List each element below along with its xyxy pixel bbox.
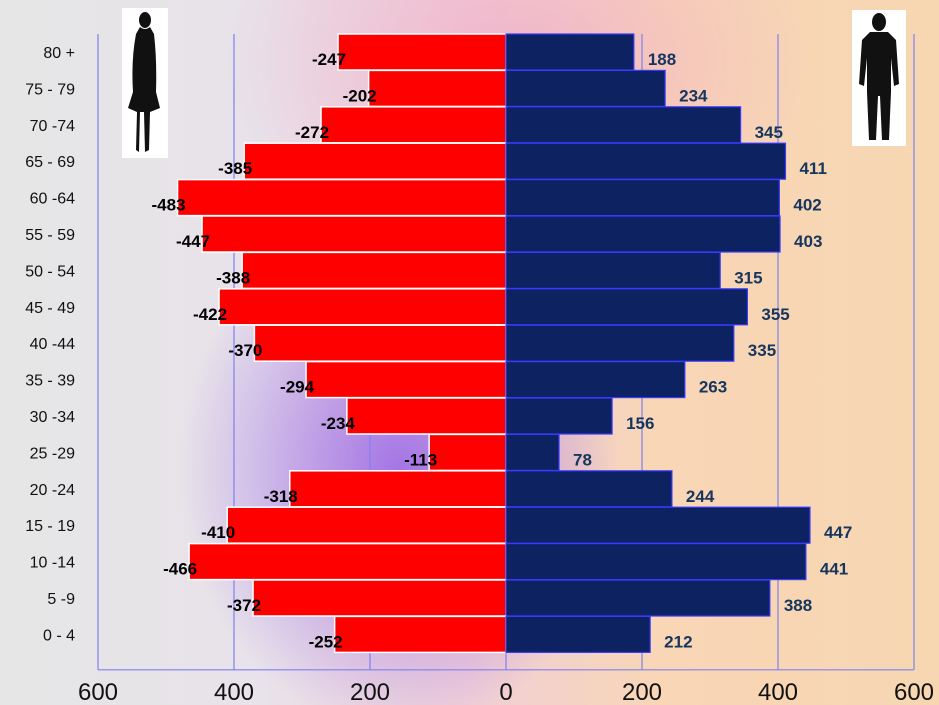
category-label: 65 - 69 [25, 154, 75, 171]
category-label: 35 - 39 [25, 373, 75, 390]
bar-left [201, 215, 507, 253]
value-label-left: -410 [201, 523, 235, 542]
bar-right [505, 470, 673, 508]
x-tick-label: 200 [350, 679, 390, 705]
bar-right [505, 142, 787, 180]
bar-left [289, 470, 507, 508]
value-labels: -247 188 -202 234 -272 345 -385 411 -483 402 -447 4… [152, 50, 853, 651]
value-label-right: 78 [573, 450, 592, 469]
category-label: 60 -64 [30, 191, 75, 208]
value-label-left: -370 [228, 341, 262, 360]
bar-left [226, 506, 507, 544]
value-label-left: -252 [309, 632, 343, 651]
value-label-left: -483 [152, 196, 186, 215]
value-label-left: -202 [343, 86, 377, 105]
bar-right [505, 397, 613, 435]
woman-silhouette-icon [122, 8, 168, 158]
value-label-left: -422 [193, 305, 227, 324]
x-tick-labels: 600 400 200 0 200 400 600 [78, 679, 934, 705]
bar-left [346, 397, 507, 435]
bar-left [252, 579, 507, 617]
value-label-right: 345 [755, 123, 783, 142]
bar-right [505, 69, 666, 108]
category-label: 70 -74 [30, 118, 75, 135]
value-label-right: 441 [820, 560, 848, 579]
value-label-left: -113 [404, 450, 437, 469]
x-tick-label: 400 [758, 679, 798, 705]
bar-right [505, 615, 651, 654]
value-label-right: 263 [699, 378, 727, 397]
bar-left [243, 142, 507, 180]
value-label-right: 388 [784, 596, 812, 615]
value-label-right: 402 [793, 196, 821, 215]
x-tick-label: 600 [894, 679, 934, 705]
x-tick-label: 200 [622, 679, 662, 705]
bar-left [333, 615, 507, 654]
bar-right [505, 106, 742, 144]
x-tick-label: 400 [214, 679, 254, 705]
value-label-left: -447 [176, 232, 210, 251]
bar-left [337, 33, 507, 71]
value-label-left: -294 [280, 378, 315, 397]
bar-right [505, 33, 635, 71]
value-label-left: -247 [312, 50, 346, 69]
value-label-left: -272 [295, 123, 329, 142]
category-label: 50 - 54 [25, 263, 75, 280]
bar-left [241, 251, 507, 290]
value-label-left: -385 [218, 159, 252, 178]
bar-left [428, 433, 507, 472]
bar-left [176, 178, 507, 217]
value-label-left: -318 [264, 487, 298, 506]
value-label-right: 188 [648, 50, 676, 69]
bar-right [505, 361, 686, 399]
value-label-right: 234 [679, 86, 708, 105]
bar-right [505, 433, 560, 471]
category-labels: 80 + 75 - 79 70 -74 65 - 69 60 -64 55 - 59 50 … [25, 45, 75, 644]
bar-right [505, 579, 771, 617]
category-label: 20 -24 [30, 482, 75, 499]
value-label-left: -372 [227, 596, 261, 615]
x-tick-label: 600 [78, 679, 118, 705]
value-label-right: 335 [748, 341, 776, 360]
value-label-right: 156 [626, 414, 654, 433]
category-label: 40 -44 [30, 336, 75, 353]
x-tick-label: 0 [499, 679, 512, 705]
bars [176, 33, 811, 654]
bar-left [320, 106, 507, 144]
bar-right [505, 251, 721, 289]
bar-right [505, 542, 807, 581]
man-silhouette-icon [852, 10, 906, 146]
bar-right [505, 179, 780, 217]
bar-left [305, 360, 507, 399]
bar-left [367, 69, 507, 108]
value-label-left: -388 [216, 268, 250, 287]
bar-right [505, 215, 781, 253]
category-label: 15 - 19 [25, 518, 75, 535]
category-label: 80 + [43, 45, 75, 62]
value-label-right: 244 [686, 487, 715, 506]
value-label-left: -466 [163, 560, 197, 579]
value-label-right: 403 [794, 232, 822, 251]
value-label-left: -234 [321, 414, 356, 433]
category-label: 10 -14 [30, 555, 75, 572]
value-label-right: 411 [799, 159, 826, 178]
bar-right [505, 324, 735, 362]
category-label: 0 - 4 [43, 627, 75, 644]
category-label: 25 -29 [30, 445, 75, 462]
category-label: 75 - 79 [25, 81, 75, 98]
category-label: 5 -9 [47, 591, 75, 608]
bar-left [188, 542, 507, 581]
category-label: 30 -34 [30, 409, 75, 426]
value-label-right: 315 [734, 268, 762, 287]
value-label-right: 355 [761, 305, 789, 324]
category-label: 45 - 49 [25, 300, 75, 317]
bar-right [505, 288, 748, 326]
value-label-right: 447 [824, 523, 852, 542]
bar-left [218, 288, 507, 326]
bar-right [505, 506, 811, 544]
value-label-right: 212 [664, 632, 692, 651]
bar-left [253, 324, 507, 362]
category-label: 55 - 59 [25, 227, 75, 244]
